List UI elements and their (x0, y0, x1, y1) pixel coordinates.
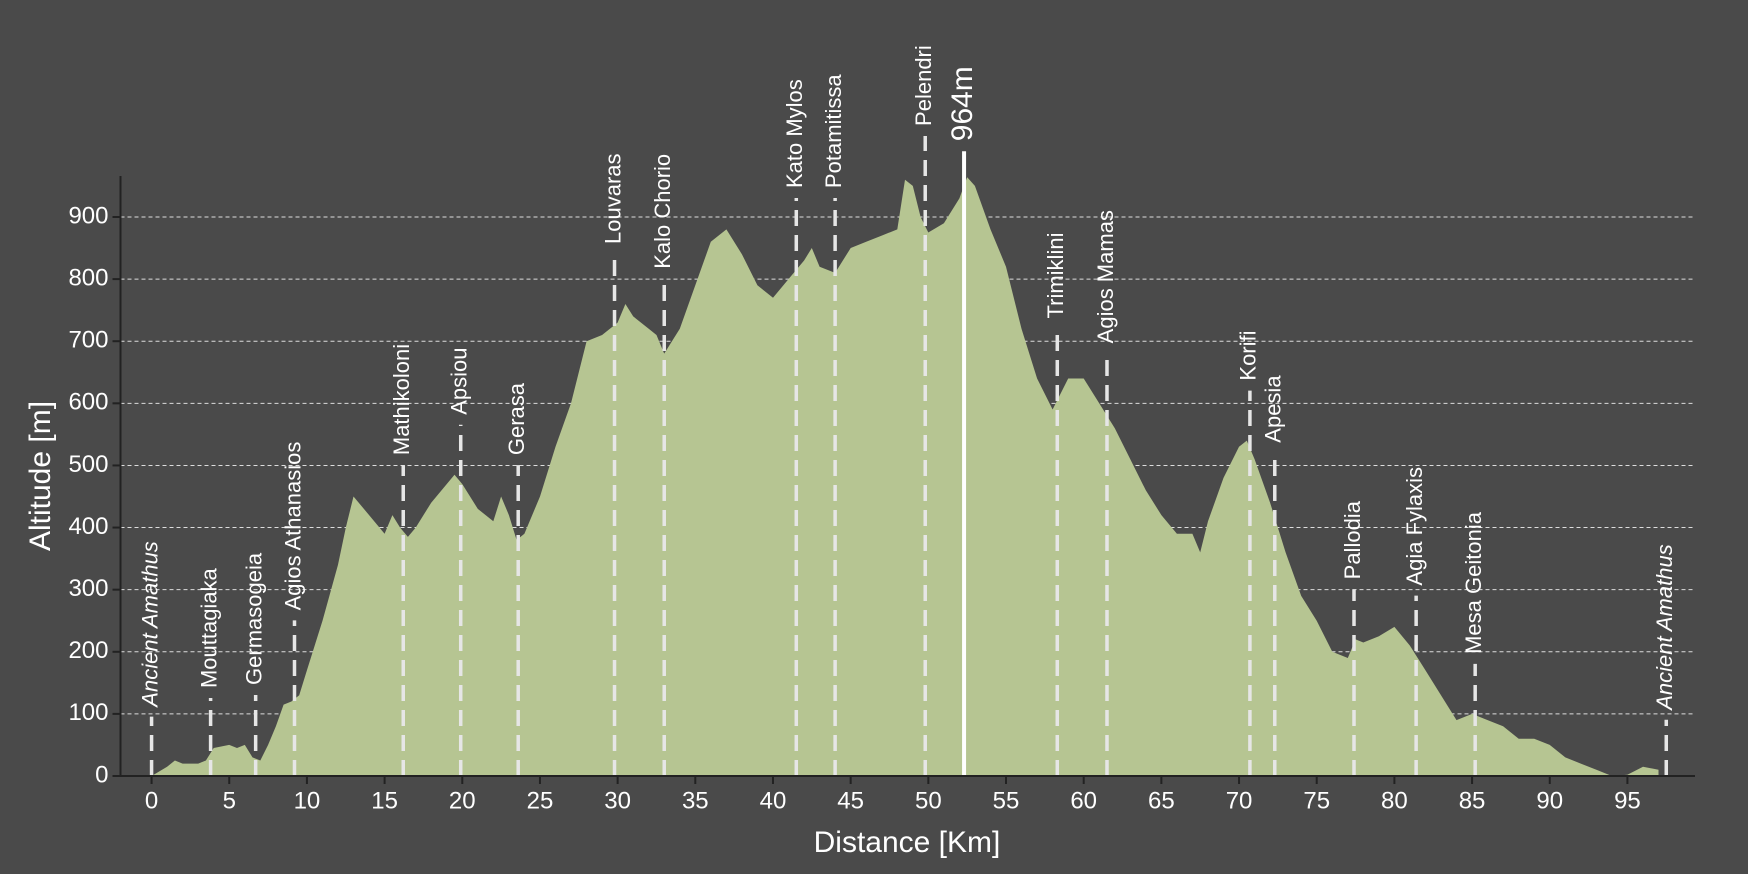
x-tick-label: 75 (1303, 787, 1330, 814)
waypoint-label: Pelendri (911, 45, 936, 126)
x-tick-label: 35 (682, 787, 709, 814)
x-tick-label: 65 (1148, 787, 1175, 814)
x-axis-label: Distance [Km] (814, 826, 1001, 859)
x-tick-label: 0 (145, 787, 158, 814)
waypoint-label: Gerasa (504, 382, 529, 455)
waypoint-label: Agios Athanasios (280, 442, 305, 611)
y-tick-label: 600 (68, 389, 108, 416)
waypoint-label: Trimiklini (1043, 233, 1068, 319)
waypoint-label: Korifi (1236, 330, 1261, 380)
x-tick-label: 5 (223, 787, 236, 814)
waypoint-label: Potamitissa (821, 74, 846, 188)
waypoint-label: Apesia (1261, 375, 1286, 443)
x-tick-label: 25 (527, 787, 554, 814)
waypoint-label: Agios Mamas (1093, 210, 1118, 343)
waypoint-label: Mesa Geitonia (1461, 511, 1486, 654)
x-tick-label: 15 (371, 787, 398, 814)
waypoint-label: Kato Mylos (782, 79, 807, 188)
y-tick-label: 500 (68, 451, 108, 478)
y-axis-label: Altitude [m] (24, 401, 57, 551)
y-tick-label: 200 (68, 637, 108, 664)
waypoint-label: Apsiou (447, 347, 472, 414)
y-tick-label: 100 (68, 699, 108, 726)
y-tick-label: 0 (95, 761, 108, 788)
x-tick-label: 85 (1459, 787, 1486, 814)
x-tick-label: 90 (1536, 787, 1563, 814)
waypoint-label: Ancient Amathus (137, 541, 162, 709)
waypoint-label: Kalo Chorio (650, 154, 675, 269)
elevation-area (151, 177, 1659, 776)
x-tick-label: 50 (915, 787, 942, 814)
y-tick-label: 400 (68, 513, 108, 540)
x-tick-label: 80 (1381, 787, 1408, 814)
x-tick-label: 40 (760, 787, 787, 814)
peak-label: 964m (946, 66, 979, 141)
waypoint-label: Agia Fylaxis (1402, 467, 1427, 586)
x-tick-label: 95 (1614, 787, 1641, 814)
waypoint-label: Ancient Amathus (1652, 544, 1677, 712)
waypoint-label: Louvaras (600, 153, 625, 244)
y-tick-label: 700 (68, 327, 108, 354)
x-tick-label: 45 (837, 787, 864, 814)
x-tick-label: 20 (449, 787, 476, 814)
x-tick-label: 10 (294, 787, 321, 814)
waypoint-label: Germasogeia (241, 552, 266, 685)
x-tick-label: 55 (993, 787, 1020, 814)
x-tick-label: 30 (604, 787, 631, 814)
waypoint-label: Mathikoloni (389, 344, 414, 455)
waypoint-label: Pallodia (1340, 500, 1365, 579)
x-tick-label: 60 (1070, 787, 1097, 814)
x-tick-label: 70 (1226, 787, 1253, 814)
waypoint-label: Mouttagiaka (196, 567, 221, 688)
y-tick-label: 300 (68, 575, 108, 602)
y-tick-label: 800 (68, 264, 108, 291)
y-tick-label: 900 (68, 202, 108, 229)
